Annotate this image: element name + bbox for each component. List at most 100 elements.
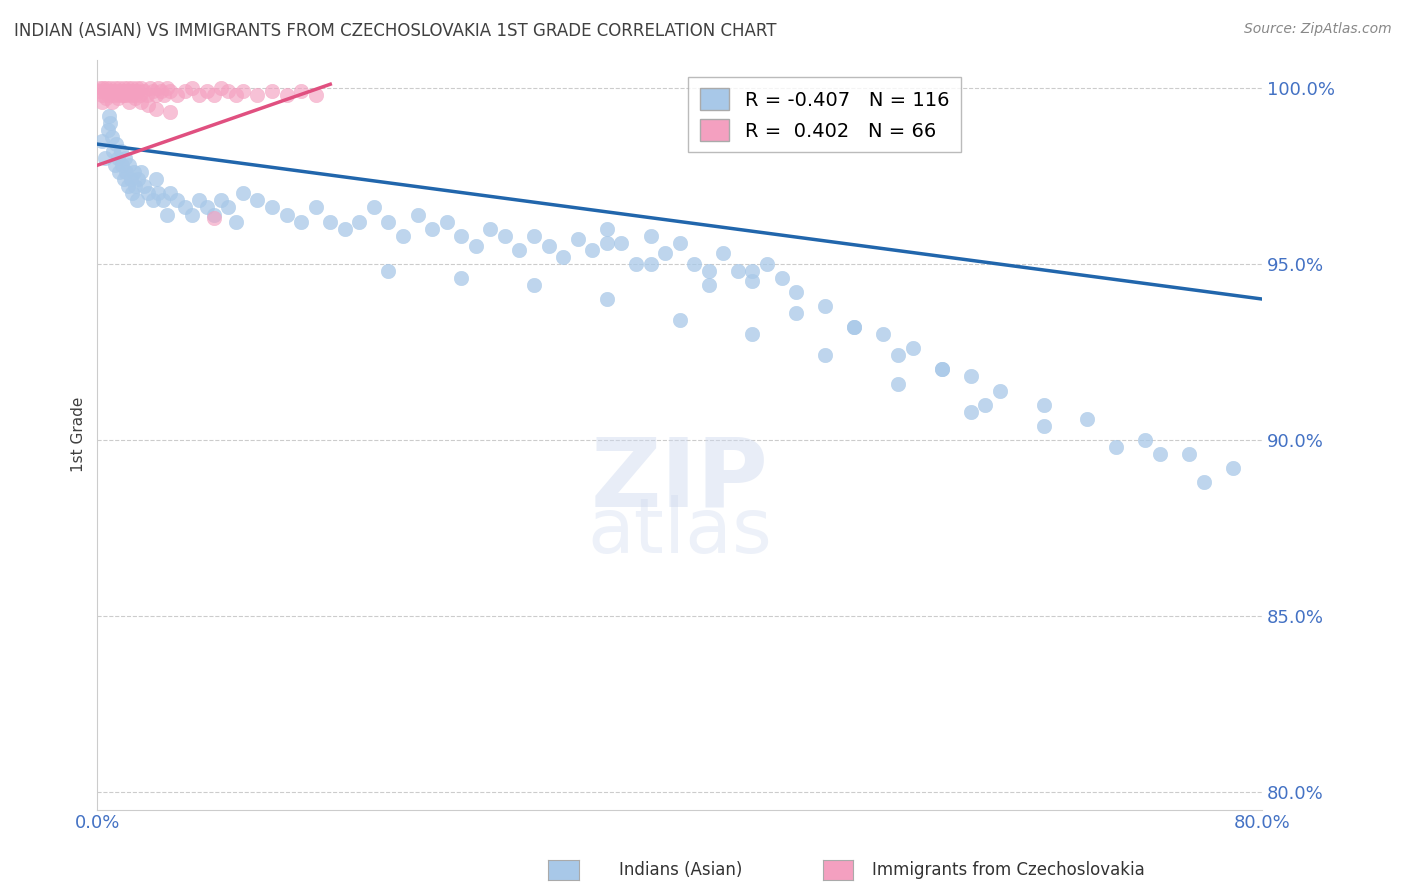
Point (553, 250, 575, 264)
Point (159, 186, 181, 201)
Point (91, 80, 114, 95)
Point (127, 84, 149, 98)
Point (122, 165, 145, 179)
Point (129, 165, 152, 179)
Point (349, 214, 371, 228)
Point (1178, 447, 1201, 461)
Point (135, 87, 157, 102)
Point (202, 211, 225, 225)
Point (697, 277, 720, 292)
Point (741, 274, 763, 288)
Point (100, 116, 122, 130)
Point (668, 313, 690, 327)
Point (931, 362, 953, 376)
Point (195, 84, 218, 98)
Point (363, 201, 385, 215)
Point (132, 179, 155, 194)
Point (959, 405, 981, 419)
Point (112, 80, 135, 95)
Point (640, 228, 662, 243)
Point (145, 87, 167, 102)
Point (90, 87, 112, 102)
Point (122, 84, 145, 98)
Point (232, 186, 254, 201)
Point (727, 264, 749, 278)
Point (114, 151, 136, 165)
Point (711, 246, 734, 260)
Text: Immigrants from Czechoslovakia: Immigrants from Czechoslovakia (872, 861, 1144, 879)
Point (872, 327, 894, 342)
Point (112, 172, 135, 186)
Point (136, 186, 159, 201)
Point (406, 207, 429, 221)
Point (1135, 433, 1157, 447)
Point (108, 165, 131, 179)
Point (581, 243, 603, 257)
Point (93, 151, 115, 165)
Point (136, 98, 159, 112)
Point (260, 84, 283, 98)
Point (931, 362, 953, 376)
Point (1149, 447, 1171, 461)
Point (110, 144, 132, 158)
Point (814, 299, 837, 313)
Point (117, 80, 139, 95)
Point (145, 172, 167, 186)
Point (901, 341, 924, 355)
Point (217, 84, 239, 98)
Point (124, 179, 146, 194)
Point (121, 80, 143, 95)
Point (87, 84, 110, 98)
Point (450, 228, 472, 243)
Point (181, 80, 204, 95)
Point (145, 102, 167, 116)
Point (209, 194, 232, 208)
Point (202, 207, 225, 221)
Point (125, 194, 148, 208)
Point (844, 320, 866, 334)
Point (494, 228, 516, 243)
Point (107, 91, 129, 105)
Point (610, 235, 633, 250)
Text: atlas: atlas (588, 495, 772, 569)
Point (100, 80, 122, 95)
Point (142, 84, 165, 98)
Point (150, 84, 173, 98)
Point (959, 369, 981, 384)
Point (148, 80, 170, 95)
Point (166, 87, 188, 102)
Text: Source: ZipAtlas.com: Source: ZipAtlas.com (1244, 22, 1392, 37)
Point (537, 239, 560, 253)
Point (508, 243, 530, 257)
Point (98, 109, 121, 123)
Point (1076, 411, 1098, 425)
Point (94, 91, 117, 105)
Point (105, 84, 128, 98)
Point (110, 84, 132, 98)
Point (217, 201, 239, 215)
Point (129, 95, 152, 109)
Point (246, 194, 269, 208)
Point (152, 194, 174, 208)
Point (988, 384, 1011, 398)
Point (115, 165, 138, 179)
Text: INDIAN (ASIAN) VS IMMIGRANTS FROM CZECHOSLOVAKIA 1ST GRADE CORRELATION CHART: INDIAN (ASIAN) VS IMMIGRANTS FROM CZECHO… (14, 22, 776, 40)
Point (225, 214, 247, 228)
Point (392, 228, 415, 243)
Point (120, 87, 142, 102)
Point (887, 348, 910, 362)
Point (567, 232, 589, 246)
Legend: R = -0.407   N = 116, R =  0.402   N = 66: R = -0.407 N = 116, R = 0.402 N = 66 (689, 77, 962, 153)
Point (93, 84, 115, 98)
Point (94, 80, 117, 95)
Point (195, 201, 218, 215)
Point (104, 80, 127, 95)
Point (101, 95, 124, 109)
Point (124, 91, 146, 105)
Point (96, 87, 118, 102)
Point (260, 201, 283, 215)
Point (156, 80, 179, 95)
Point (755, 257, 778, 271)
Point (1032, 418, 1054, 433)
Point (450, 271, 472, 285)
